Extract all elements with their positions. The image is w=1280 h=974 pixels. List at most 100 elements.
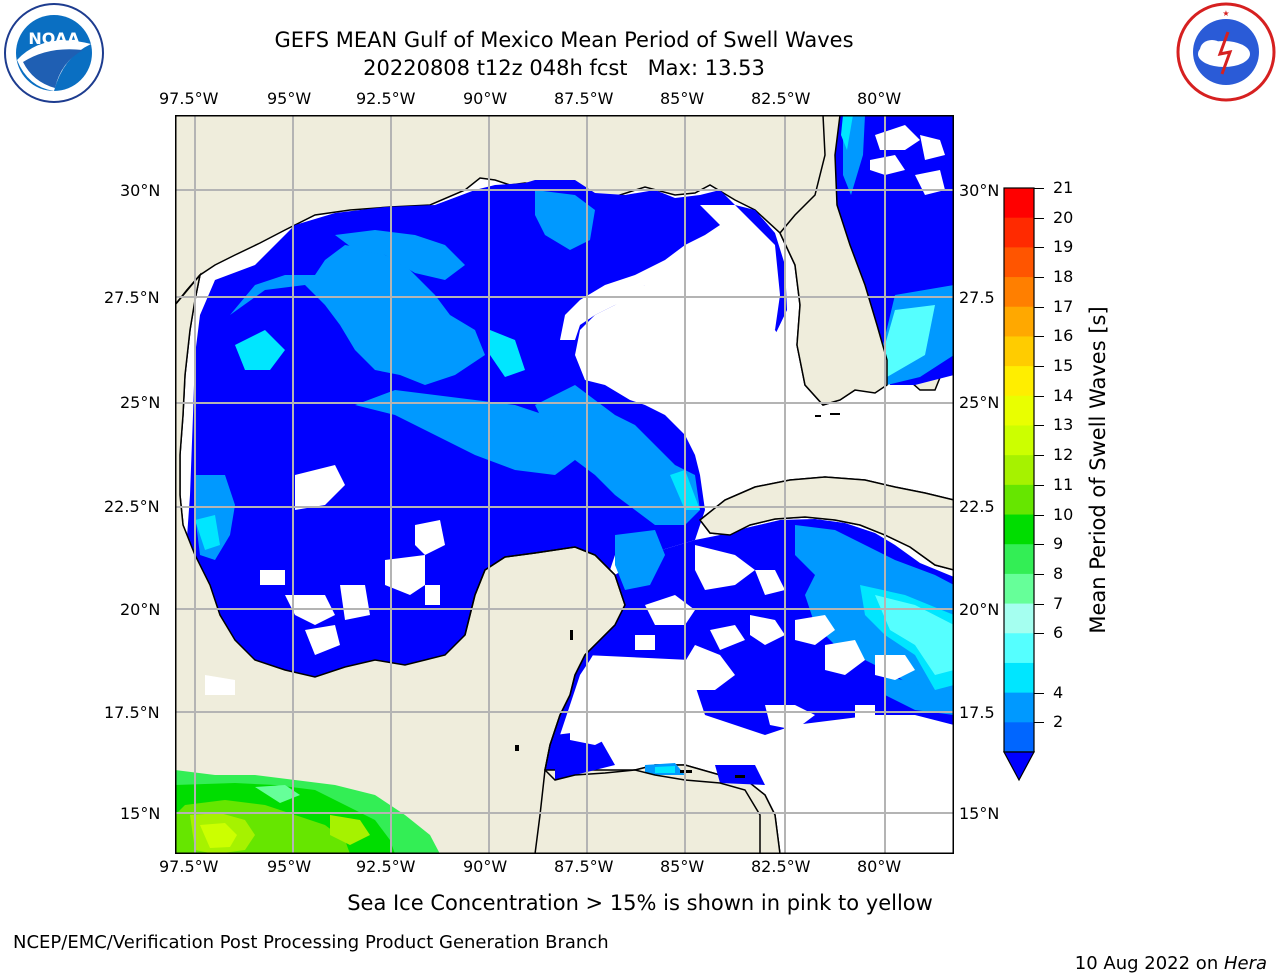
colorbar: [1002, 187, 1036, 782]
colorbar-tick-label: 9: [1053, 534, 1064, 554]
colorbar-tick-mark: [1034, 692, 1044, 694]
plot-title: GEFS MEAN Gulf of Mexico Mean Period of …: [274, 28, 854, 52]
lon-label-bottom-3: 92.5°W: [356, 857, 416, 876]
footer-date: 10 Aug 2022 on Hera: [1063, 932, 1267, 974]
colorbar-tick-label: 7: [1053, 593, 1064, 613]
colorbar-tick-label: 17: [1053, 296, 1074, 316]
svg-text:NOAA: NOAA: [28, 29, 80, 48]
lon-label-bottom-6: 85°W: [660, 857, 705, 876]
colorbar-swatch: [1004, 514, 1034, 545]
colorbar-tick-label: 13: [1053, 415, 1074, 435]
colorbar-tick-label: 18: [1053, 267, 1074, 287]
colorbar-swatch: [1004, 633, 1034, 664]
colorbar-swatch: [1004, 217, 1034, 248]
colorbar-tick-mark: [1034, 277, 1044, 279]
swell-band-cyan: [235, 330, 285, 370]
colorbar-tick-mark: [1034, 514, 1044, 516]
lon-label-bottom-4: 90°W: [463, 857, 508, 876]
lon-label-top-3: 92.5°W: [356, 89, 416, 108]
colorbar-tick-mark: [1034, 455, 1044, 457]
footer-host: Hera: [1223, 953, 1267, 974]
lat-label-right-5: 20°N: [959, 600, 1000, 619]
lon-label-bottom-7: 82.5°W: [751, 857, 811, 876]
colorbar-swatch: [1004, 247, 1034, 278]
colorbar-tick-label: 19: [1053, 237, 1074, 257]
colorbar-label: Mean Period of Swell Waves [s]: [1086, 306, 1110, 634]
colorbar-tick-label: 21: [1053, 178, 1074, 197]
colorbar-tick-mark: [1034, 217, 1044, 219]
lat-label-left-3: 25°N: [120, 393, 161, 412]
graticule: [175, 115, 954, 854]
lon-label-top-8: 80°W: [857, 89, 902, 108]
swell-gaps: [205, 125, 950, 755]
colorbar-tick-mark: [1034, 722, 1044, 724]
colorbar-tick-mark: [1034, 336, 1044, 338]
colorbar-swatch: [1004, 662, 1034, 694]
colorbar-swatch: [1004, 455, 1034, 486]
lon-label-bottom-2: 95°W: [267, 857, 312, 876]
colorbar-swatch: [1004, 277, 1034, 308]
lon-label-bottom-8: 80°W: [857, 857, 902, 876]
plot-subtitle: 20220808 t12z 048h fcst Max: 13.53: [363, 56, 765, 80]
colorbar-tick-label: 4: [1053, 682, 1064, 702]
colorbar-swatch: [1004, 603, 1034, 634]
colorbar-tick-mark: [1034, 306, 1044, 308]
sea-ice-note: Sea Ice Concentration > 15% is shown in …: [347, 891, 933, 915]
colorbar-tick-mark: [1034, 603, 1044, 605]
colorbar-tick-label: 12: [1053, 445, 1074, 465]
colorbar-under-triangle: [1002, 751, 1036, 782]
lon-label-top-2: 95°W: [267, 89, 312, 108]
footer-credit: NCEP/EMC/Verification Post Processing Pr…: [13, 932, 609, 953]
colorbar-tick-mark: [1034, 425, 1044, 427]
colorbar-tick-label: 15: [1053, 356, 1074, 376]
colorbar-tick-mark: [1034, 573, 1044, 575]
svg-text:★: ★: [1222, 9, 1229, 18]
colorbar-tick-mark: [1034, 188, 1044, 189]
lat-label-right-4: 22.5: [959, 497, 995, 516]
colorbar-tick-mark: [1034, 544, 1044, 546]
colorbar-tick-label: 20: [1053, 207, 1074, 227]
lon-label-top-5: 87.5°W: [554, 89, 614, 108]
lat-label-left-1: 30°N: [120, 181, 161, 200]
map-panel: [175, 115, 954, 854]
colorbar-swatch: [1004, 366, 1034, 397]
colorbar-tick-label: 14: [1053, 385, 1074, 405]
lat-label-right-3: 25°N: [959, 393, 1000, 412]
lat-label-left-4: 22.5°N: [104, 497, 160, 516]
colorbar-tick-mark: [1034, 484, 1044, 486]
colorbar-tick-mark: [1034, 366, 1044, 368]
colorbar-swatch: [1004, 395, 1034, 426]
colorbar-tick-label: 6: [1053, 623, 1064, 643]
lat-label-left-6: 17.5°N: [104, 703, 160, 722]
lat-label-right-6: 17.5: [959, 703, 995, 722]
colorbar-tick-label: 11: [1053, 474, 1074, 494]
colorbar-swatch: [1004, 425, 1034, 456]
colorbar-tick-label: 16: [1053, 326, 1074, 346]
colorbar-tick-mark: [1034, 247, 1044, 249]
colorbar-swatch: [1004, 188, 1034, 219]
colorbar-swatch: [1004, 336, 1034, 367]
colorbar-tick-label: 10: [1053, 504, 1074, 524]
lon-label-bottom-5: 87.5°W: [554, 857, 614, 876]
lon-label-top-1: 97.5°W: [159, 89, 219, 108]
lat-label-left-2: 27.5°N: [104, 288, 160, 307]
colorbar-swatch: [1004, 544, 1034, 575]
lon-label-bottom-1: 97.5°W: [159, 857, 219, 876]
lat-label-left-7: 15°N: [120, 804, 161, 823]
colorbar-swatch: [1004, 306, 1034, 337]
nws-logo: ★: [1176, 2, 1276, 102]
lon-label-top-6: 85°W: [660, 89, 705, 108]
lat-label-right-2: 27.5: [959, 288, 995, 307]
lon-label-top-4: 90°W: [463, 89, 508, 108]
lon-label-top-7: 82.5°W: [751, 89, 811, 108]
colorbar-tick-mark: [1034, 395, 1044, 397]
colorbar-swatch: [1004, 722, 1034, 753]
colorbar-tick-label: 2: [1053, 712, 1064, 732]
colorbar-tick-mark: [1034, 633, 1044, 635]
lat-label-right-7: 15°N: [959, 804, 1000, 823]
noaa-logo: NOAA: [3, 2, 105, 104]
colorbar-swatch: [1004, 692, 1034, 723]
footer-date-text: 10 Aug 2022 on: [1074, 953, 1224, 974]
colorbar-swatch: [1004, 484, 1034, 516]
lat-label-right-1: 30°N: [959, 181, 1000, 200]
